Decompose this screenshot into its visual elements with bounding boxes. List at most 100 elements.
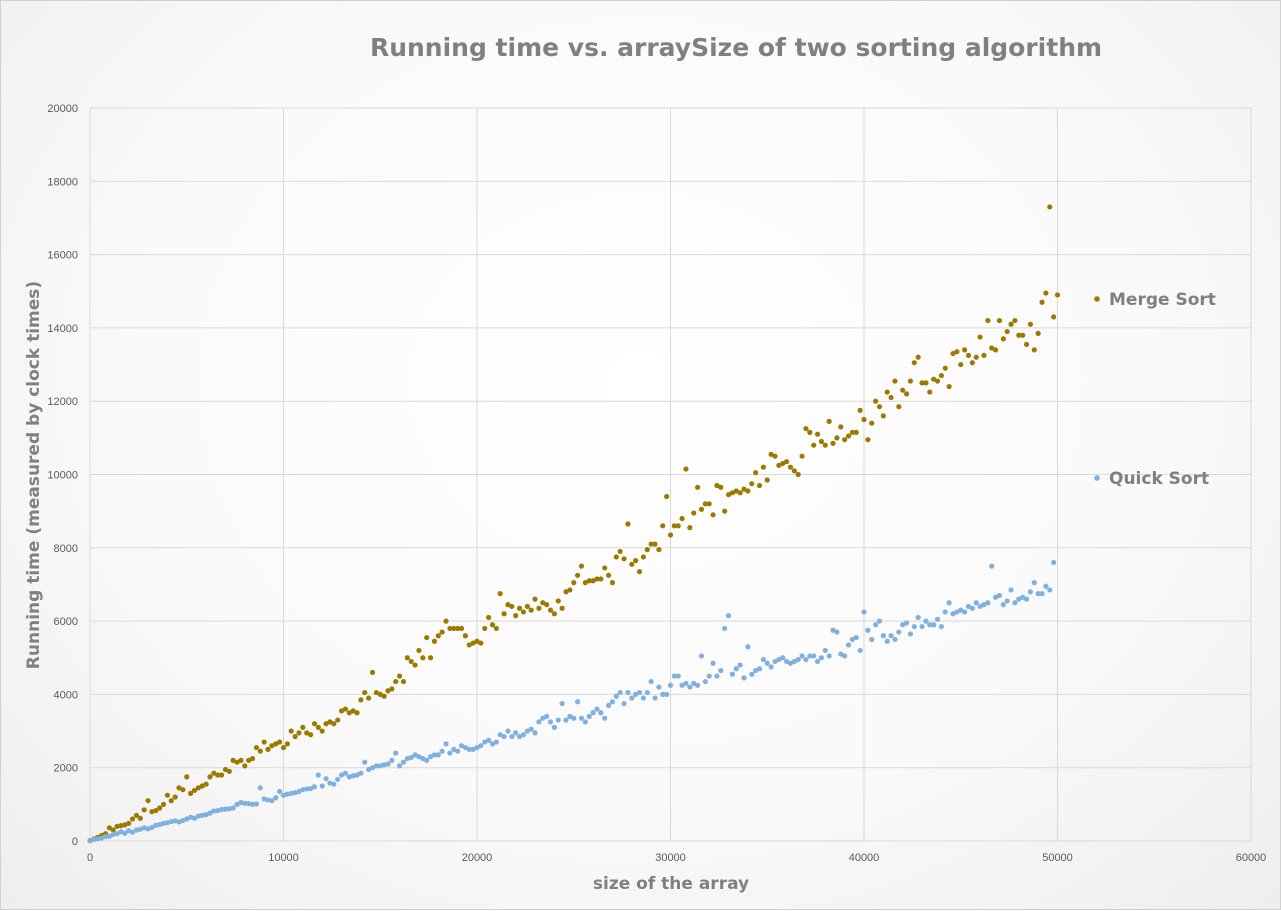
data-point (408, 754, 414, 761)
data-point (931, 622, 937, 628)
data-point (160, 820, 167, 827)
data-point (675, 523, 681, 529)
data-point (191, 815, 198, 821)
data-point (1020, 594, 1026, 600)
data-point (373, 763, 379, 769)
data-point (261, 739, 267, 745)
data-point (795, 471, 801, 478)
data-point (923, 380, 929, 386)
data-point (486, 737, 492, 743)
data-point (818, 438, 825, 445)
data-point (501, 733, 507, 740)
data-point (795, 656, 801, 663)
data-point (900, 387, 906, 393)
data-point (845, 433, 852, 439)
data-point (942, 609, 948, 615)
data-point (447, 625, 453, 632)
data-point (753, 470, 759, 476)
data-point (273, 795, 279, 801)
data-point (397, 763, 403, 769)
data-point (528, 726, 534, 732)
data-point (749, 671, 755, 677)
data-point (431, 752, 438, 758)
data-point (400, 678, 407, 685)
data-point (1023, 341, 1030, 347)
data-point (439, 629, 445, 635)
data-point (385, 761, 391, 767)
data-point (776, 462, 782, 468)
data-point (756, 482, 763, 489)
data-point (629, 695, 635, 701)
y-tick-label: 6000 (54, 616, 78, 628)
x-tick-label: 20000 (462, 852, 493, 864)
data-point (304, 786, 310, 792)
data-point (756, 666, 763, 672)
data-point (315, 724, 321, 730)
data-point (578, 715, 585, 721)
data-point (486, 614, 492, 621)
data-point (377, 691, 383, 698)
data-point (397, 673, 403, 679)
data-point (1004, 598, 1010, 604)
data-point (338, 708, 345, 714)
data-point (625, 521, 631, 527)
data-point (1016, 332, 1022, 338)
data-point (133, 827, 140, 833)
data-point (513, 730, 519, 736)
data-point (311, 784, 318, 790)
data-point (544, 602, 550, 608)
data-point (679, 682, 685, 688)
data-point (892, 378, 898, 384)
data-point (973, 600, 979, 606)
data-point (698, 506, 705, 512)
data-point (826, 418, 832, 424)
data-point (458, 743, 465, 749)
data-point (180, 787, 186, 793)
data-point (1051, 559, 1057, 566)
data-point (633, 691, 639, 698)
data-point (617, 689, 623, 696)
data-point (91, 836, 97, 843)
data-point (400, 759, 407, 765)
data-point (702, 678, 708, 685)
data-point (892, 636, 898, 643)
data-point (791, 658, 797, 665)
data-point (834, 629, 840, 635)
data-point (447, 750, 453, 756)
legend: Merge Sort Quick Sort (1094, 290, 1216, 489)
data-point (505, 602, 511, 608)
data-point (594, 706, 600, 712)
data-point (613, 554, 619, 560)
data-point (714, 482, 720, 489)
data-point (1012, 317, 1018, 324)
data-point (1035, 330, 1041, 336)
data-point (462, 744, 468, 751)
data-point (644, 547, 650, 553)
data-point (118, 823, 124, 829)
data-point (621, 700, 627, 707)
data-point (609, 699, 616, 705)
data-point (664, 691, 670, 698)
x-tick-label: 30000 (655, 852, 686, 864)
data-point (137, 815, 143, 821)
data-point (122, 830, 128, 836)
data-point (737, 490, 743, 496)
data-point (482, 739, 488, 745)
data-point (849, 636, 855, 643)
data-point (342, 706, 349, 712)
data-point (199, 812, 205, 818)
data-point (853, 429, 859, 435)
data-point (1023, 596, 1030, 602)
data-point (907, 631, 914, 637)
data-point (443, 741, 449, 747)
data-point (416, 647, 422, 654)
data-point (919, 623, 925, 630)
data-point (575, 572, 581, 578)
data-point (540, 600, 546, 606)
data-point (559, 700, 565, 707)
data-point (238, 757, 244, 763)
data-point (876, 618, 883, 624)
data-point (536, 605, 542, 611)
data-point (718, 484, 724, 490)
data-point (903, 620, 910, 626)
